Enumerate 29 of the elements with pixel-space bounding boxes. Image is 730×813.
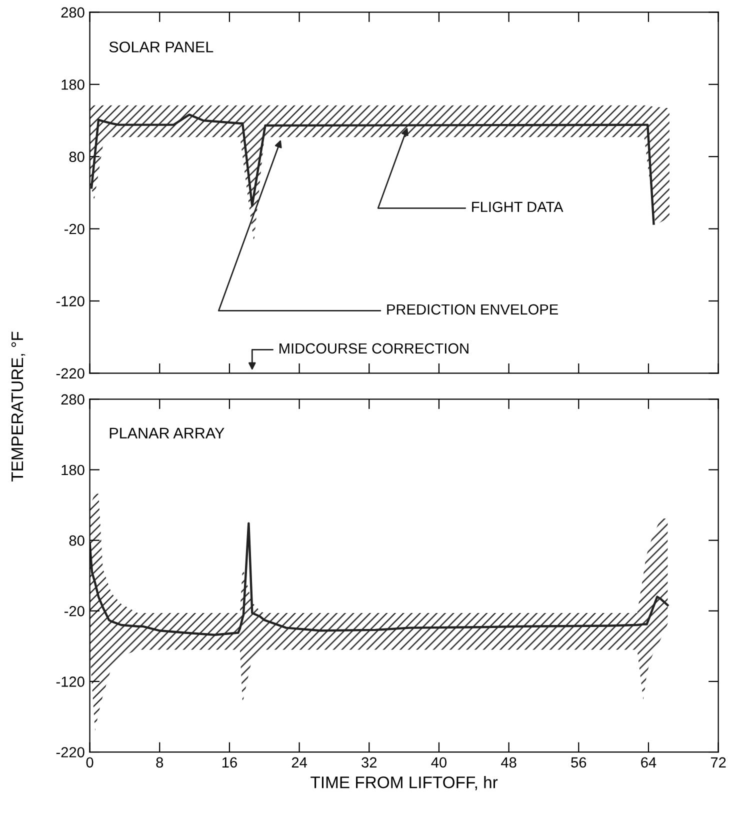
annotation: FLIGHT DATA [472, 202, 564, 212]
x-tick-label: 32 [362, 757, 377, 768]
y-tick-label: 180 [62, 79, 84, 90]
y-tick-label: 280 [61, 7, 84, 18]
x-tick-label: 48 [501, 757, 516, 768]
annotation: MIDCOURSE CORRECTION [280, 343, 468, 354]
y-tick-label: -220 [56, 747, 84, 758]
y-tick-label: -220 [56, 368, 84, 379]
x-tick-label: 64 [641, 757, 656, 768]
y-axis-title: TEMPERATURE, °F [11, 332, 26, 482]
x-tick-label: 0 [86, 757, 94, 768]
x-tick-label: 8 [156, 757, 164, 768]
y-tick-label: 280 [61, 394, 84, 405]
annotation: PREDICTION ENVELOPE [387, 304, 558, 315]
y-tick-label: -20 [64, 224, 84, 234]
y-tick-label: -20 [64, 606, 84, 616]
x-tick-label: 40 [431, 757, 447, 768]
x-tick-label: 24 [292, 757, 307, 768]
y-tick-label: 80 [69, 535, 84, 546]
text: PLANAR ARRAY [110, 428, 224, 438]
y-tick-label: 80 [69, 152, 84, 162]
y-tick-label: -120 [56, 676, 84, 687]
x-tick-label: 72 [710, 757, 726, 768]
text: SOLAR PANEL [109, 42, 214, 52]
y-tick-label: -120 [56, 296, 84, 306]
x-tick-label: 16 [222, 757, 237, 768]
y-tick-label: 180 [62, 464, 84, 476]
x-axis-title: TIME FROM LIFTOFF, hr [310, 776, 498, 790]
x-tick-label: 56 [571, 757, 586, 768]
